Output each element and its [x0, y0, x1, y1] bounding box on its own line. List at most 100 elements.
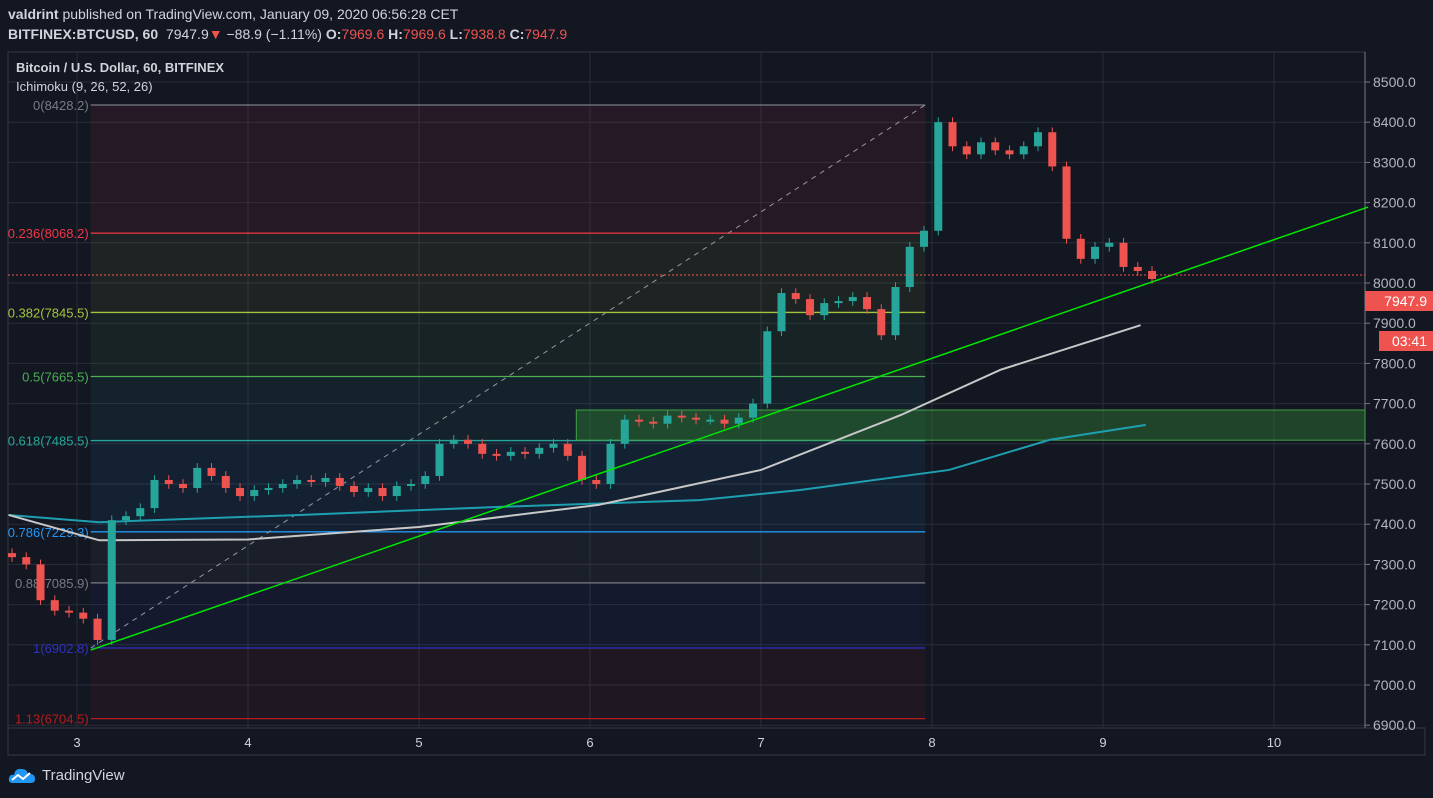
chart-title: Bitcoin / U.S. Dollar, 60, BITFINEX: [16, 60, 225, 75]
candle-body: [549, 443, 558, 448]
candle: [592, 475, 601, 489]
candle: [905, 241, 914, 292]
candle-body: [193, 467, 202, 489]
candle: [1091, 241, 1100, 264]
close-value: 7947.9: [524, 26, 568, 42]
fib-level-label: 0.382(7845.5): [8, 305, 89, 320]
candle: [834, 296, 843, 308]
symbol: BITFINEX:BTCUSD, 60: [8, 26, 159, 42]
candle-body: [991, 142, 1000, 151]
time-tick-label: 5: [415, 735, 422, 750]
candle: [293, 475, 302, 489]
candle: [521, 447, 530, 459]
candle: [1048, 127, 1057, 172]
candle: [8, 548, 17, 562]
high-label: H:: [388, 26, 403, 42]
candle-body: [293, 479, 302, 484]
candle-body: [435, 443, 444, 476]
candle-body: [36, 564, 45, 601]
candle-body: [207, 467, 216, 476]
candle-body: [278, 484, 287, 489]
candle-body: [179, 484, 188, 489]
time-tick-label: 9: [1099, 735, 1106, 750]
candle: [677, 410, 686, 423]
price-tick-label: 8300.0: [1373, 154, 1416, 170]
price-tick-label: 8500.0: [1373, 74, 1416, 90]
candle: [407, 479, 416, 491]
candle-body: [706, 419, 715, 422]
price-tick-label: 7600.0: [1373, 436, 1416, 452]
candle-body: [834, 301, 843, 304]
candle: [93, 613, 102, 645]
time-tick-label: 7: [757, 735, 764, 750]
candle-body: [763, 331, 772, 404]
candle: [193, 463, 202, 493]
price-tick-label: 8200.0: [1373, 195, 1416, 211]
candle: [164, 475, 173, 489]
time-tick-label: 10: [1267, 735, 1281, 750]
candle: [107, 515, 116, 645]
candle-body: [65, 610, 74, 613]
candle: [563, 438, 572, 461]
candle-body: [663, 415, 672, 424]
candle: [179, 479, 188, 493]
candle-body: [122, 516, 131, 521]
candle: [891, 282, 900, 341]
candle-body: [563, 443, 572, 456]
candle-body: [734, 417, 743, 424]
candle-body: [449, 439, 458, 444]
price-tick-label: 7900.0: [1373, 315, 1416, 331]
author[interactable]: valdrint: [8, 6, 59, 22]
candle-body: [521, 451, 530, 454]
candle: [948, 117, 957, 152]
candle: [1105, 237, 1114, 252]
fib-level-label: 0.88(7085.9): [15, 576, 89, 591]
candle-body: [464, 439, 473, 444]
candle: [1062, 161, 1071, 244]
candle: [749, 398, 758, 423]
candle-body: [79, 612, 88, 619]
fib-band: [90, 233, 926, 313]
candle-body: [535, 447, 544, 454]
candle: [236, 483, 245, 501]
last-price-label: 7947.9: [1384, 293, 1427, 309]
candle-body: [920, 230, 929, 247]
candle-body: [905, 246, 914, 288]
last-price: 7947.9: [165, 26, 209, 42]
candle-body: [93, 618, 102, 640]
candle-body: [578, 455, 587, 480]
price-tick-label: 6900.0: [1373, 717, 1416, 733]
candle: [920, 225, 929, 252]
candle: [763, 326, 772, 409]
candle-body: [848, 297, 857, 302]
candle-body: [948, 122, 957, 147]
candle: [991, 137, 1000, 156]
candle-body: [350, 486, 359, 493]
time-axis-frame: [7, 727, 1426, 756]
ichimoku-span-line: [8, 423, 1146, 524]
candle-body: [1019, 146, 1028, 155]
candle-body: [592, 479, 601, 484]
candle: [649, 416, 658, 429]
low-value: 7938.8: [462, 26, 506, 42]
candle: [364, 483, 373, 497]
candle: [1133, 262, 1142, 276]
publish-info: valdrint published on TradingView.com, J…: [8, 6, 458, 22]
candle: [620, 414, 629, 449]
price-tick-label: 8000.0: [1373, 275, 1416, 291]
candle-body: [307, 479, 316, 482]
candle-body: [136, 508, 145, 517]
ichimoku-base-line: [8, 324, 1141, 542]
candle-body: [378, 488, 387, 497]
fib-level-label: 1(6902.8): [33, 641, 89, 656]
indicator-legend[interactable]: Ichimoku (9, 26, 52, 26): [16, 79, 153, 94]
open-label: O:: [325, 26, 342, 42]
time-tick-label: 4: [244, 735, 251, 750]
high-value: 7969.6: [402, 26, 446, 42]
candle: [65, 605, 74, 618]
time-tick-label: 6: [586, 735, 593, 750]
candle: [122, 511, 131, 526]
candle-body: [620, 419, 629, 444]
candle-body: [364, 488, 373, 493]
